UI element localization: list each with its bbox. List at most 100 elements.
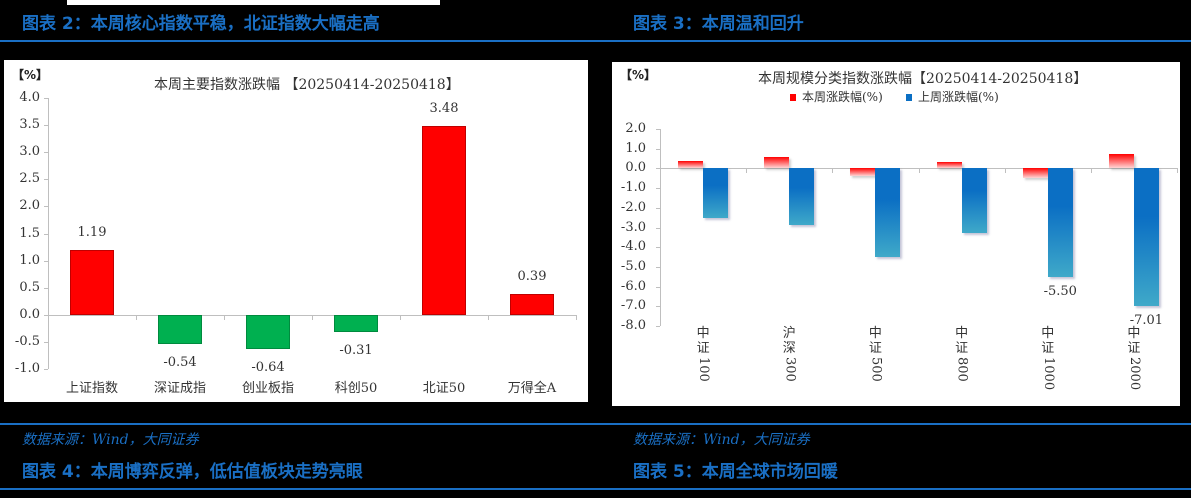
y-tick-label: -5.0 — [620, 258, 646, 274]
y-tick-mark — [656, 247, 660, 249]
legend-swatch-red — [790, 94, 796, 101]
y-tick-mark — [44, 125, 48, 127]
y-axis-line — [660, 129, 661, 326]
x-category-label: 中证 2000 — [1127, 326, 1142, 390]
x-tick-mark — [746, 168, 748, 174]
y-tick-label: -1.0 — [620, 180, 646, 196]
x-tick-mark — [1177, 168, 1178, 174]
y-tick-label: -8.0 — [620, 318, 646, 333]
chart-title: 本周规模分类指数涨跌幅【20250414-20250418】 — [758, 71, 1088, 87]
bar-up — [422, 126, 466, 315]
y-tick-mark — [656, 188, 660, 190]
y-tick-mark — [656, 326, 660, 327]
category-cjk: 中证 — [1127, 326, 1141, 356]
y-tick-label: 1.0 — [625, 140, 646, 156]
bar-down — [334, 314, 378, 332]
y-tick-mark — [656, 168, 660, 170]
x-tick-mark — [312, 314, 313, 320]
y-tick-mark — [656, 227, 660, 229]
x-category-label: 深证成指 — [153, 381, 206, 396]
y-tick-mark — [44, 206, 48, 208]
legend-this-week: 本周涨跌幅(%) — [790, 88, 883, 105]
y-tick-label: 0.5 — [19, 279, 40, 295]
category-number: 500 — [868, 357, 884, 382]
category-number: 800 — [954, 357, 970, 382]
y-tick-mark — [656, 129, 660, 130]
x-category-label: 科创50 — [334, 381, 378, 396]
bar-last-week — [703, 168, 729, 218]
bar-last-week — [1047, 168, 1073, 277]
x-tick-mark — [918, 168, 920, 174]
figure-4-rule — [0, 488, 600, 490]
y-tick-label: 1.5 — [19, 225, 40, 241]
y-tick-mark — [656, 148, 660, 150]
y-tick-mark — [44, 98, 48, 99]
y-tick-label: 4.0 — [19, 90, 40, 105]
y-tick-mark — [44, 369, 48, 370]
x-category-label: 沪深 300 — [782, 326, 798, 382]
y-tick-label: -0.5 — [14, 333, 40, 349]
y-tick-label: 2.0 — [19, 198, 40, 214]
bar-last-week — [875, 168, 901, 258]
y-tick-label: -2.0 — [620, 199, 646, 215]
chart-title: 本周主要指数涨跌幅 【20250414-20250418】 — [154, 77, 460, 93]
y-tick-mark — [44, 260, 48, 262]
y-tick-label: 0.0 — [625, 160, 646, 176]
bar-last-week — [1133, 168, 1159, 307]
bar-last-week — [789, 168, 815, 225]
bar-this-week — [936, 161, 962, 169]
bar-up — [510, 293, 554, 315]
y-tick-label: 1.0 — [19, 252, 40, 268]
x-category-label: 万得全A — [507, 381, 557, 396]
category-cjk: 中证 — [1041, 326, 1055, 356]
x-tick-mark — [488, 314, 489, 320]
x-tick-mark — [1004, 168, 1006, 174]
source-rule-left — [0, 423, 600, 425]
data-label: -0.64 — [251, 360, 285, 376]
main-index-chart: 【%】 本周主要指数涨跌幅 【20250414-20250418】 4.0 3.5… — [4, 60, 588, 402]
x-tick-mark — [660, 168, 661, 174]
size-index-chart: 【%】 本周规模分类指数涨跌幅【20250414-20250418】 本周涨跌幅… — [612, 62, 1180, 406]
y-tick-label: 3.0 — [19, 144, 40, 160]
figure-5-title: 图表 5：本周全球市场回暖 — [633, 462, 838, 482]
x-tick-mark — [400, 314, 401, 320]
top-page-strip — [67, 0, 440, 5]
data-label: 1.19 — [77, 225, 107, 241]
category-cjk: 中证 — [955, 326, 969, 356]
category-cjk: 中证 — [696, 326, 710, 356]
figure-3-title: 图表 3：本周温和回升 — [633, 14, 804, 34]
category-number: 300 — [782, 357, 798, 382]
y-unit-label: 【%】 — [12, 68, 49, 82]
y-tick-label: -6.0 — [620, 278, 646, 294]
y-tick-label: -1.0 — [14, 361, 40, 376]
x-tick-mark — [48, 314, 49, 320]
bar-last-week — [961, 168, 987, 234]
figure-4-title: 图表 4：本周博弈反弹，低估值板块走势亮眼 — [22, 462, 363, 482]
category-number: 100 — [696, 357, 712, 382]
legend-last-week: 上周涨跌幅(%) — [906, 88, 999, 105]
data-label: -5.50 — [1043, 283, 1077, 299]
bar-this-week — [678, 160, 704, 169]
bar-this-week — [1022, 168, 1048, 179]
x-category-label: 中证 500 — [868, 326, 884, 382]
category-cjk: 沪深 — [782, 326, 796, 356]
y-tick-label: 2.0 — [625, 121, 646, 136]
x-category-label: 北证50 — [422, 381, 466, 396]
figure-2-rule — [0, 40, 600, 42]
y-tick-mark — [656, 207, 660, 209]
y-unit-label: 【%】 — [620, 68, 657, 82]
legend-label: 上周涨跌幅(%) — [918, 90, 999, 104]
y-tick-mark — [44, 152, 48, 154]
y-tick-mark — [656, 306, 660, 308]
data-source-left: 数据来源：Wind，大同证券 — [22, 432, 199, 448]
bar-down — [246, 314, 290, 350]
figure-5-rule — [600, 488, 1191, 490]
data-label: -0.31 — [339, 342, 373, 358]
y-tick-label: -3.0 — [620, 219, 646, 235]
data-label: -0.54 — [163, 355, 197, 371]
y-tick-label: -4.0 — [620, 239, 646, 255]
data-source-right: 数据来源：Wind，大同证券 — [633, 432, 810, 448]
legend-label: 本周涨跌幅(%) — [802, 90, 883, 104]
y-tick-mark — [44, 287, 48, 289]
category-cjk: 中证 — [868, 326, 882, 356]
